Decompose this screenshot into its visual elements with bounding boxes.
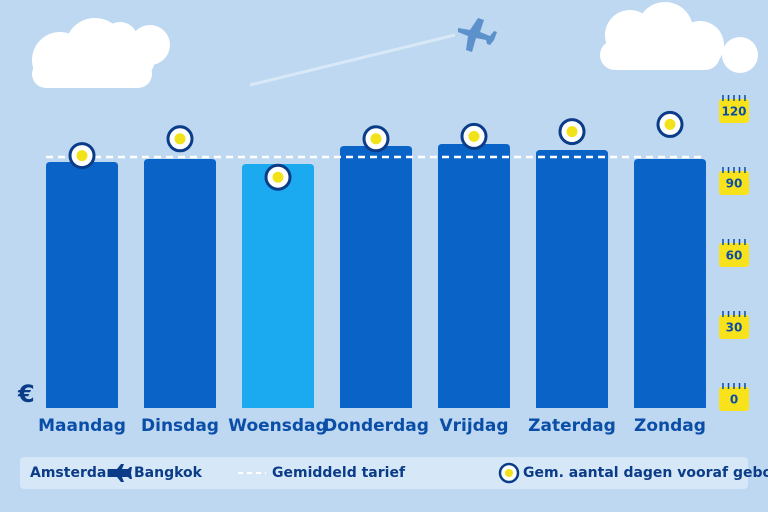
tick-calendar	[719, 171, 749, 195]
bar	[46, 162, 118, 408]
legend-days: Gem. aantal dagen vooraf geboekt	[523, 465, 768, 481]
clouds	[32, 2, 758, 88]
y2-tick-label: 90	[726, 177, 743, 191]
tick-calendar	[719, 99, 749, 123]
days-dot-inner	[468, 130, 480, 142]
bar	[438, 144, 510, 408]
bar	[536, 150, 608, 408]
legend-dot-inner	[505, 469, 513, 477]
x-tick-label: Maandag	[38, 416, 126, 436]
bar	[242, 164, 314, 408]
x-tick-label: Zaterdag	[528, 416, 616, 436]
legend-average: Gemiddeld tarief	[272, 465, 406, 481]
y2-tick-label: 60	[726, 249, 743, 263]
days-dot-inner	[566, 126, 578, 138]
days-dot	[362, 125, 390, 153]
plane-icon	[458, 18, 497, 52]
contrail	[249, 33, 456, 87]
days-dot-inner	[664, 118, 676, 130]
days-dot	[264, 163, 292, 191]
tick-calendar	[719, 315, 749, 339]
y2-tick-label: 0	[730, 393, 738, 407]
legend-from: Amsterdam	[30, 465, 121, 481]
x-tick-label: Dinsdag	[141, 416, 219, 436]
tick-calendar	[719, 243, 749, 267]
y2-tick-label: 30	[726, 321, 743, 335]
bar	[144, 159, 216, 408]
x-tick-label: Donderdag	[323, 416, 429, 436]
x-tick-label: Zondag	[634, 416, 706, 436]
tick-calendar	[719, 387, 749, 411]
x-tick-label: Woensdag	[228, 416, 327, 436]
days-dot-inner	[174, 133, 186, 145]
legend	[20, 457, 748, 489]
days-dot	[460, 122, 488, 150]
days-dot-inner	[76, 150, 88, 162]
days-dot-inner	[272, 171, 284, 183]
bar	[340, 146, 412, 408]
y2-tick-label: 120	[721, 105, 746, 119]
y-label: €	[17, 380, 35, 408]
days-dot-inner	[370, 133, 382, 145]
x-tick-label: Vrijdag	[439, 416, 508, 436]
days-dot	[166, 125, 194, 153]
days-dot	[558, 118, 586, 146]
legend-to: Bangkok	[134, 465, 203, 481]
legend-plane	[110, 464, 132, 482]
days-dot	[68, 142, 96, 170]
days-dot	[656, 110, 684, 138]
bar	[634, 159, 706, 408]
